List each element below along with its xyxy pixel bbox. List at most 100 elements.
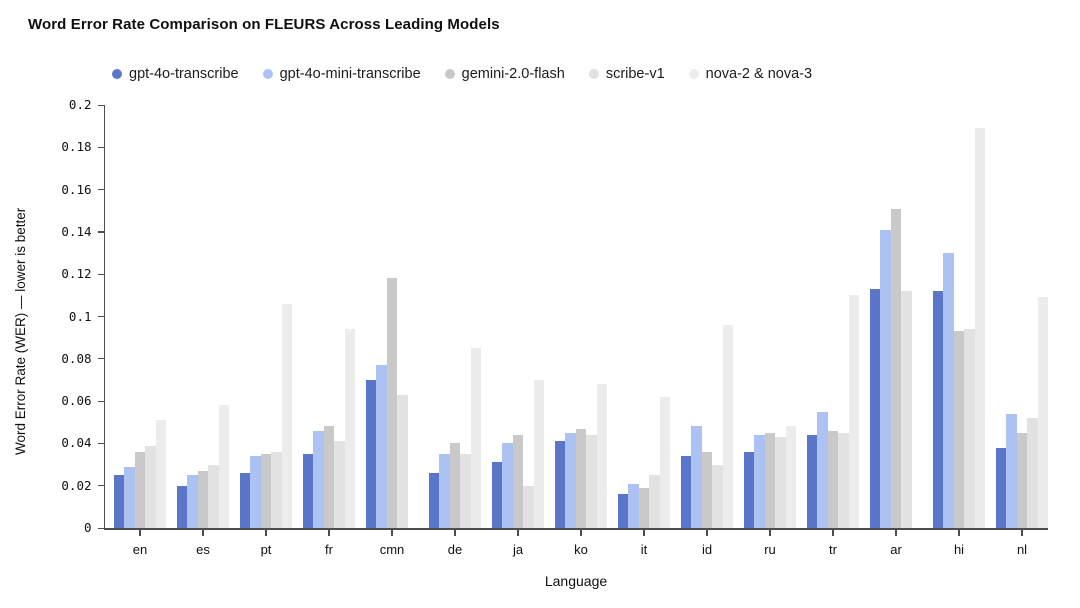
bar-fr-gpt-4o-transcribe	[303, 453, 314, 528]
bar-de-gemini-2-0-flash	[449, 443, 461, 528]
x-tick-label-ko: ko	[574, 542, 588, 557]
bar-ru-gemini-2-0-flash	[764, 432, 776, 528]
bar-nl-nova-2-nova-3	[1037, 297, 1048, 528]
x-tick-mark	[643, 529, 645, 536]
bar-es-scribe-v1	[208, 464, 219, 528]
x-tick-label-pt: pt	[260, 542, 272, 557]
x-tick-mark	[769, 529, 771, 536]
x-tick-label-hi: hi	[953, 542, 965, 557]
y-tick-label: 0.08	[61, 350, 92, 366]
y-tick-label: 0.16	[61, 181, 92, 197]
legend-item-scribe-v1: scribe-v1	[588, 66, 665, 82]
y-tick-mark	[97, 273, 104, 275]
x-tick-label-it: it	[640, 542, 648, 557]
bar-it-gemini-2-0-flash	[638, 487, 650, 528]
bar-pt-scribe-v1	[271, 451, 282, 528]
bar-pt-gemini-2-0-flash	[260, 453, 272, 528]
y-axis-spine	[103, 105, 105, 530]
y-tick-label: 0.2	[68, 97, 92, 112]
bar-id-gemini-2-0-flash	[701, 451, 713, 528]
legend-item-gpt-4o-transcribe: gpt-4o-transcribe	[112, 66, 239, 82]
bar-ko-gpt-4o-transcribe	[555, 441, 566, 528]
x-tick-mark	[454, 529, 456, 536]
bar-it-gpt-4o-transcribe	[618, 494, 629, 528]
bar-nl-scribe-v1	[1027, 418, 1038, 528]
legend-dot-icon	[112, 69, 122, 79]
y-tick-mark	[97, 442, 104, 445]
bar-fr-gemini-2-0-flash	[323, 426, 335, 528]
bar-de-nova-2-nova-3	[470, 348, 481, 528]
bar-ar-scribe-v1	[901, 291, 912, 528]
bar-nl-gemini-2-0-flash	[1016, 432, 1028, 528]
x-tick-mark	[958, 529, 960, 536]
x-tick-label-cmn: cmn	[379, 542, 405, 557]
bar-id-nova-2-nova-3	[722, 324, 733, 528]
bar-tr-gpt-4o-mini-transcribe	[817, 411, 828, 528]
legend-label: gpt-4o-transcribe	[129, 66, 239, 82]
y-tick-mark	[97, 231, 104, 233]
bar-nl-gpt-4o-mini-transcribe	[1006, 413, 1017, 528]
bar-ru-gpt-4o-mini-transcribe	[754, 434, 765, 528]
bar-ja-nova-2-nova-3	[533, 379, 544, 528]
bar-en-gemini-2-0-flash	[134, 451, 146, 528]
bar-hi-gemini-2-0-flash	[953, 331, 965, 528]
bar-hi-scribe-v1	[964, 329, 975, 528]
bar-en-gpt-4o-transcribe	[114, 475, 125, 528]
x-tick-mark	[895, 529, 897, 536]
x-tick-mark	[517, 529, 519, 536]
x-tick-label-de: de	[447, 542, 463, 557]
bar-tr-gemini-2-0-flash	[827, 430, 839, 528]
bar-ko-scribe-v1	[586, 434, 597, 528]
x-axis-label: Language	[544, 573, 608, 589]
y-tick-label: 0.1	[68, 308, 92, 324]
legend-label: nova-2 & nova-3	[705, 66, 813, 82]
x-tick-mark	[391, 529, 393, 536]
bar-de-scribe-v1	[460, 453, 471, 528]
bar-ja-gpt-4o-mini-transcribe	[502, 443, 513, 528]
legend-dot-icon	[688, 69, 699, 79]
x-tick-label-fr: fr	[325, 542, 333, 557]
bar-en-scribe-v1	[145, 445, 156, 528]
bar-ar-gemini-2-0-flash	[890, 208, 902, 528]
bar-hi-nova-2-nova-3	[974, 128, 985, 528]
bar-ja-gpt-4o-transcribe	[492, 462, 503, 528]
bar-pt-gpt-4o-transcribe	[240, 473, 251, 528]
x-tick-label-nl: nl	[1016, 542, 1028, 557]
bar-es-gpt-4o-transcribe	[177, 485, 188, 528]
bar-it-gpt-4o-mini-transcribe	[628, 483, 639, 528]
bar-ru-gpt-4o-transcribe	[744, 451, 755, 528]
bar-id-gpt-4o-transcribe	[681, 456, 692, 528]
bar-ar-gpt-4o-transcribe	[870, 289, 881, 528]
bar-id-gpt-4o-mini-transcribe	[691, 426, 702, 528]
legend-item-nova-2-nova-3: nova-2 & nova-3	[688, 66, 813, 82]
bar-ko-nova-2-nova-3	[596, 384, 607, 528]
bar-fr-nova-2-nova-3	[344, 329, 355, 528]
legend-dot-icon	[262, 69, 273, 79]
x-tick-label-es: es	[196, 542, 210, 557]
x-tick-label-en: en	[132, 542, 148, 557]
bar-pt-nova-2-nova-3	[281, 303, 292, 528]
bar-cmn-scribe-v1	[397, 394, 408, 528]
bar-fr-gpt-4o-mini-transcribe	[313, 430, 324, 528]
x-tick-label-id: id	[701, 542, 713, 557]
x-tick-mark	[832, 529, 834, 536]
bar-en-gpt-4o-mini-transcribe	[124, 466, 135, 528]
bar-tr-nova-2-nova-3	[848, 295, 859, 528]
legend-dot-icon	[588, 69, 599, 79]
bar-cmn-gemini-2-0-flash	[386, 278, 398, 528]
legend-label: gemini-2.0-flash	[461, 66, 565, 82]
y-tick-label: 0.12	[61, 266, 92, 282]
legend-dot-icon	[444, 69, 455, 79]
bar-pt-gpt-4o-mini-transcribe	[250, 456, 261, 528]
x-tick-mark	[202, 529, 204, 536]
bar-nl-gpt-4o-transcribe	[996, 447, 1007, 528]
x-axis-spine	[103, 528, 1048, 530]
y-tick-label: 0.06	[61, 393, 92, 409]
bar-fr-scribe-v1	[334, 441, 345, 528]
bar-ru-scribe-v1	[775, 437, 786, 528]
bar-cmn-gpt-4o-mini-transcribe	[376, 365, 387, 528]
bar-it-nova-2-nova-3	[659, 396, 670, 528]
bar-hi-gpt-4o-transcribe	[933, 291, 944, 528]
bar-ko-gemini-2-0-flash	[575, 428, 587, 528]
legend-label: scribe-v1	[605, 66, 665, 82]
